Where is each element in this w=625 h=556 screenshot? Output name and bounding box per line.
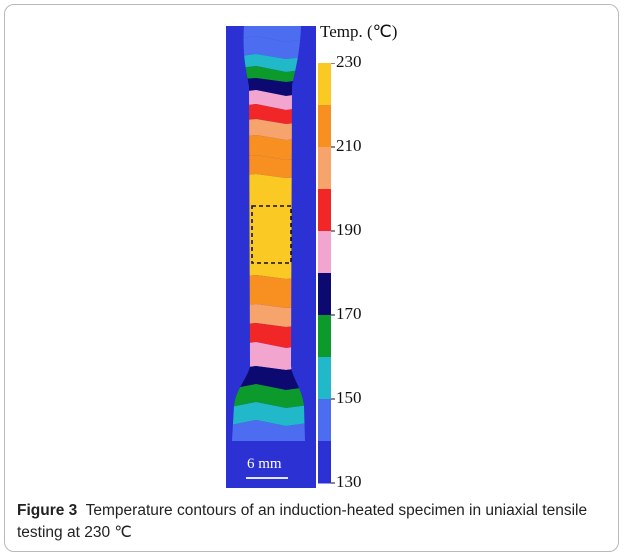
colorbar-tick-label: 130 xyxy=(336,472,362,491)
temperature-colorbar xyxy=(318,63,335,484)
colorbar-tick-label: 230 xyxy=(336,52,362,71)
colorbar-segment xyxy=(318,399,331,442)
thermal-contour-image xyxy=(226,26,316,488)
scale-bar-label: 6 mm xyxy=(247,456,282,472)
colorbar-segment xyxy=(318,105,331,148)
figure-caption: Figure 3 Temperature contours of an indu… xyxy=(17,500,612,544)
colorbar-segment xyxy=(318,357,331,400)
region-of-interest-box xyxy=(251,205,292,264)
colorbar-tick-label: 170 xyxy=(336,304,362,323)
colorbar-segment xyxy=(318,231,331,274)
colorbar-segment xyxy=(318,273,331,316)
colorbar-tick-label: 190 xyxy=(336,220,362,239)
colorbar-segment xyxy=(318,189,331,232)
colorbar-segment xyxy=(318,147,331,190)
legend-title: Temp. (℃) xyxy=(320,22,398,41)
colorbar-segment xyxy=(318,63,331,106)
colorbar-segment xyxy=(318,315,331,358)
colorbar-segment xyxy=(318,441,331,484)
colorbar-tick-label: 150 xyxy=(336,388,362,407)
caption-text: Temperature contours of an induction-hea… xyxy=(17,502,588,541)
figure-number: Figure 3 xyxy=(17,502,78,519)
colorbar-tick-label: 210 xyxy=(336,136,362,155)
